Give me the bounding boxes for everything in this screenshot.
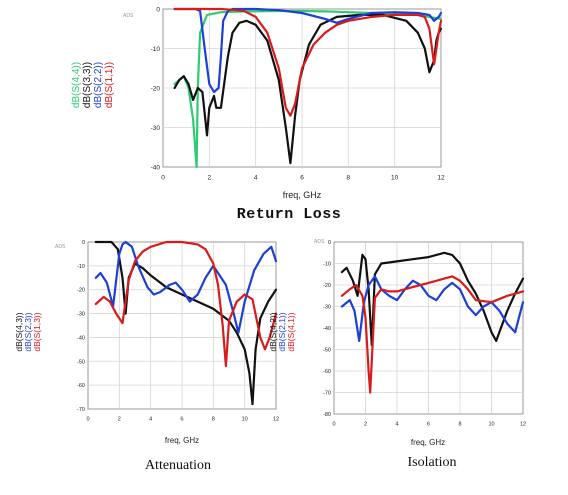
legend-entry: dB(S(2,3)) [23, 312, 33, 351]
x-tick-label: 6 [180, 417, 183, 423]
y-tick-label: -30 [77, 312, 85, 318]
corner-label: ADS [55, 244, 66, 250]
y-tick-label: -20 [323, 283, 331, 289]
x-tick-label: 8 [347, 175, 351, 182]
x-tick-label: 0 [332, 422, 335, 428]
series-line [173, 13, 443, 165]
x-tick-label: 10 [391, 175, 399, 182]
x-tick-label: 2 [208, 175, 212, 182]
legend-entry: dB(S(4,2)) [268, 312, 278, 351]
x-tick-label: 6 [300, 175, 304, 182]
y-tick-label: -40 [151, 164, 161, 171]
y-tick-label: -50 [77, 359, 85, 365]
return-loss-chart: 0 2 4 6 8 10 12 0 -10 -20 -30 -40 ADS freq, GHz dB(S(4… [71, 6, 445, 200]
x-tick-label: 4 [254, 175, 258, 182]
x-tick-label: 2 [364, 422, 367, 428]
corner-label: ADS [123, 13, 134, 19]
y-tick-label: -50 [323, 347, 331, 353]
x-tick-label: 8 [458, 422, 461, 428]
legend-entry: dB(S(2,1)) [277, 312, 287, 351]
y-tick-label: -70 [323, 390, 331, 396]
legend-entry: dB(S(4,3)) [14, 312, 24, 351]
y-tick-label: 0 [156, 6, 160, 13]
series-line [94, 240, 278, 368]
x-tick-label: 6 [427, 422, 430, 428]
isolation-caption: Isolation [407, 455, 457, 470]
return-loss-caption: Return Loss [236, 206, 342, 223]
x-tick-label: 0 [86, 417, 89, 423]
y-tick-label: -80 [323, 412, 331, 418]
y-tick-label: -30 [323, 304, 331, 310]
x-axis-label: freq, GHz [411, 438, 445, 447]
x-tick-label: 12 [273, 417, 279, 423]
x-tick-label: 4 [149, 417, 152, 423]
x-tick-label: 8 [212, 417, 215, 423]
corner-label: ADS [314, 239, 325, 245]
legend-entry: dB(S(4,4)) [71, 62, 82, 108]
legend-entry: dB(S(3,3)) [82, 62, 93, 108]
series-line [173, 7, 443, 117]
isolation-chart: 0 2 4 6 8 10 12 0 -10 -20 -30 -40 -50 -60 -70 -80 ADS fre… [268, 239, 526, 447]
y-tick-label: 0 [328, 240, 331, 246]
x-axis-label: freq, GHz [165, 436, 199, 445]
attenuation-caption: Attenuation [144, 458, 212, 473]
x-tick-label: 10 [242, 417, 248, 423]
x-tick-label: 2 [118, 417, 121, 423]
series-line [173, 7, 443, 94]
legend-entry: dB(S(1,1)) [104, 62, 115, 108]
y-tick-label: -70 [77, 407, 85, 413]
x-tick-label: 12 [437, 175, 445, 182]
y-tick-label: -10 [151, 46, 161, 53]
y-tick-label: -20 [151, 85, 161, 92]
x-tick-label: 0 [161, 175, 165, 182]
x-tick-label: 12 [520, 422, 526, 428]
x-tick-label: 4 [395, 422, 398, 428]
y-tick-label: -10 [323, 261, 331, 267]
y-tick-label: -60 [77, 383, 85, 389]
y-tick-label: 0 [82, 240, 85, 246]
series-line [340, 251, 525, 347]
series-line [94, 240, 278, 334]
y-tick-label: -40 [77, 335, 85, 341]
y-tick-label: -20 [77, 288, 85, 294]
legend-entry: dB(S(4,1)) [286, 312, 296, 351]
y-tick-label: -10 [77, 264, 85, 270]
y-tick-label: -60 [323, 369, 331, 375]
legend-entry: dB(S(2,2)) [93, 62, 104, 108]
series-line [340, 275, 525, 394]
x-axis-label: freq, GHz [283, 190, 322, 200]
attenuation-chart: 0 2 4 6 8 10 12 0 -10 -20 -30 -40 -50 -60 -70 ADS freq, … [14, 240, 279, 445]
y-tick-label: -30 [151, 125, 161, 132]
y-tick-label: -40 [323, 326, 331, 332]
series-line [94, 240, 278, 406]
x-tick-label: 10 [488, 422, 494, 428]
legend-entry: dB(S(1,3)) [32, 312, 42, 351]
